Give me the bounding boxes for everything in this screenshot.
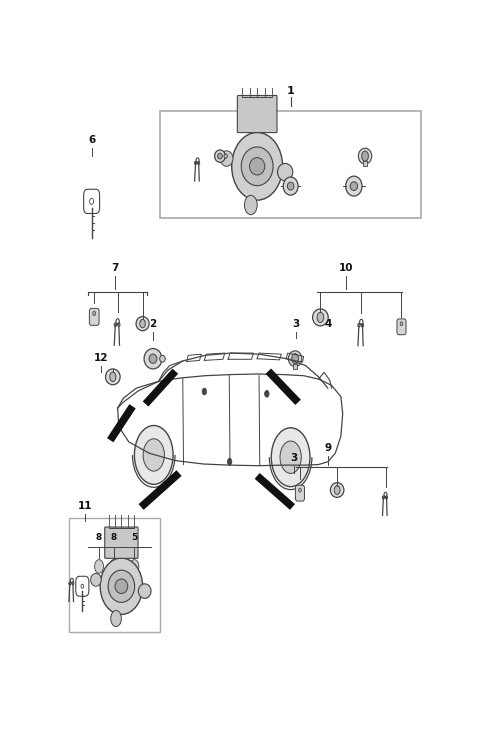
Text: 2: 2	[149, 319, 156, 329]
Bar	[160, 111, 421, 218]
Circle shape	[271, 428, 310, 487]
Text: 8: 8	[111, 533, 117, 542]
Text: 7: 7	[111, 263, 119, 273]
Circle shape	[317, 312, 324, 323]
Ellipse shape	[277, 163, 293, 181]
Circle shape	[292, 354, 299, 364]
Ellipse shape	[288, 351, 302, 367]
Circle shape	[264, 390, 269, 397]
Ellipse shape	[283, 177, 298, 196]
Text: 4: 4	[324, 319, 332, 329]
Ellipse shape	[100, 558, 143, 614]
Bar	[69, 518, 160, 631]
Text: 8: 8	[96, 533, 102, 542]
Text: 6: 6	[88, 135, 95, 145]
FancyBboxPatch shape	[397, 319, 406, 334]
Ellipse shape	[138, 584, 151, 598]
Ellipse shape	[220, 151, 233, 166]
Circle shape	[400, 322, 403, 326]
Ellipse shape	[312, 309, 328, 326]
Ellipse shape	[359, 148, 372, 164]
FancyBboxPatch shape	[237, 96, 277, 132]
Circle shape	[109, 559, 119, 573]
Text: 3: 3	[293, 319, 300, 329]
Circle shape	[299, 488, 301, 492]
Circle shape	[93, 311, 96, 316]
Circle shape	[334, 486, 340, 495]
Text: 5: 5	[131, 533, 138, 542]
FancyBboxPatch shape	[295, 485, 304, 501]
Ellipse shape	[136, 317, 149, 331]
Ellipse shape	[160, 355, 165, 362]
Text: 3: 3	[290, 453, 297, 464]
Text: 1: 1	[287, 86, 295, 96]
Ellipse shape	[115, 579, 128, 593]
Circle shape	[134, 426, 173, 484]
Ellipse shape	[144, 348, 162, 369]
Ellipse shape	[241, 147, 273, 186]
Ellipse shape	[330, 483, 344, 498]
Ellipse shape	[149, 354, 157, 363]
Ellipse shape	[108, 570, 134, 603]
Circle shape	[110, 372, 116, 381]
Ellipse shape	[215, 150, 225, 162]
Bar	[363, 161, 367, 166]
Ellipse shape	[106, 369, 120, 384]
Circle shape	[244, 196, 257, 215]
Circle shape	[95, 559, 104, 573]
Circle shape	[140, 320, 145, 328]
Ellipse shape	[288, 182, 294, 190]
Ellipse shape	[224, 154, 228, 158]
Ellipse shape	[250, 157, 265, 175]
Ellipse shape	[346, 176, 362, 196]
Circle shape	[362, 151, 368, 161]
Text: 9: 9	[324, 443, 331, 453]
Text: 11: 11	[78, 501, 92, 511]
Circle shape	[228, 459, 232, 465]
FancyBboxPatch shape	[89, 309, 99, 326]
Ellipse shape	[217, 154, 222, 159]
Ellipse shape	[91, 573, 101, 587]
Circle shape	[130, 559, 139, 573]
Circle shape	[202, 388, 206, 395]
Circle shape	[280, 441, 301, 473]
Circle shape	[111, 611, 121, 626]
Circle shape	[143, 439, 164, 471]
Ellipse shape	[350, 182, 358, 190]
Ellipse shape	[232, 132, 283, 200]
Bar	[293, 364, 297, 369]
FancyBboxPatch shape	[105, 527, 138, 559]
Text: 12: 12	[94, 353, 108, 362]
Text: 10: 10	[339, 263, 354, 273]
